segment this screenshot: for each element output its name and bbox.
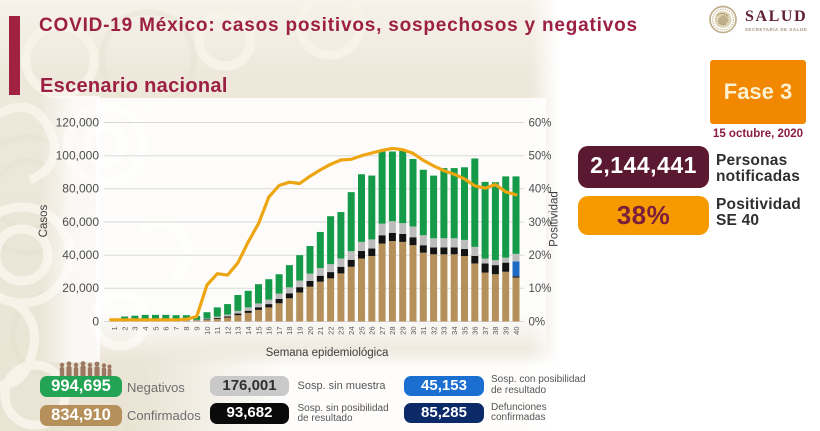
svg-text:7: 7 — [172, 327, 181, 331]
svg-text:27: 27 — [378, 327, 387, 335]
svg-text:40,000: 40,000 — [62, 248, 99, 262]
svg-text:40%: 40% — [529, 184, 552, 196]
svg-text:20: 20 — [306, 327, 315, 335]
svg-text:11: 11 — [213, 327, 222, 335]
svg-text:9: 9 — [193, 327, 202, 331]
svg-text:24: 24 — [347, 327, 356, 335]
svg-text:60,000: 60,000 — [62, 215, 99, 229]
svg-text:Semana epidemiológica: Semana epidemiológica — [266, 347, 389, 359]
svg-text:16: 16 — [265, 327, 274, 335]
svg-text:32: 32 — [429, 327, 438, 335]
svg-text:14: 14 — [244, 327, 253, 335]
svg-text:23: 23 — [337, 327, 346, 335]
svg-text:5: 5 — [151, 327, 160, 331]
svg-text:10%: 10% — [529, 283, 552, 295]
svg-text:Positividad: Positividad — [549, 191, 561, 247]
svg-text:25: 25 — [357, 327, 366, 335]
svg-text:21: 21 — [316, 327, 325, 335]
svg-text:34: 34 — [450, 327, 459, 335]
svg-text:0%: 0% — [529, 316, 546, 328]
svg-text:40: 40 — [512, 327, 521, 335]
svg-text:4: 4 — [141, 327, 150, 331]
svg-text:18: 18 — [285, 327, 294, 335]
svg-text:1: 1 — [110, 327, 119, 331]
svg-text:35: 35 — [460, 327, 469, 335]
svg-text:30: 30 — [409, 327, 418, 335]
svg-text:0: 0 — [92, 314, 99, 328]
svg-text:15: 15 — [254, 327, 263, 335]
svg-text:36: 36 — [471, 327, 480, 335]
svg-text:10: 10 — [203, 327, 212, 335]
svg-text:17: 17 — [275, 327, 284, 335]
svg-text:20%: 20% — [529, 250, 552, 262]
svg-text:13: 13 — [234, 327, 243, 335]
svg-text:20,000: 20,000 — [62, 281, 99, 295]
svg-text:6: 6 — [162, 327, 171, 331]
svg-text:Casos: Casos — [38, 204, 50, 237]
svg-text:39: 39 — [502, 327, 511, 335]
svg-text:38: 38 — [491, 327, 500, 335]
svg-text:2: 2 — [120, 327, 129, 331]
svg-text:12: 12 — [223, 327, 232, 335]
svg-text:120,000: 120,000 — [56, 115, 100, 129]
svg-text:80,000: 80,000 — [62, 182, 99, 196]
svg-text:3: 3 — [131, 327, 140, 331]
svg-text:22: 22 — [326, 327, 335, 335]
svg-text:28: 28 — [388, 327, 397, 335]
svg-text:60%: 60% — [529, 117, 552, 129]
svg-text:33: 33 — [440, 327, 449, 335]
svg-text:8: 8 — [182, 327, 191, 331]
svg-text:29: 29 — [399, 327, 408, 335]
svg-text:19: 19 — [296, 327, 305, 335]
svg-text:30%: 30% — [529, 217, 552, 229]
svg-text:37: 37 — [481, 327, 490, 335]
svg-text:100,000: 100,000 — [56, 149, 100, 163]
svg-text:50%: 50% — [529, 151, 552, 163]
svg-text:26: 26 — [368, 327, 377, 335]
svg-text:31: 31 — [419, 327, 428, 335]
